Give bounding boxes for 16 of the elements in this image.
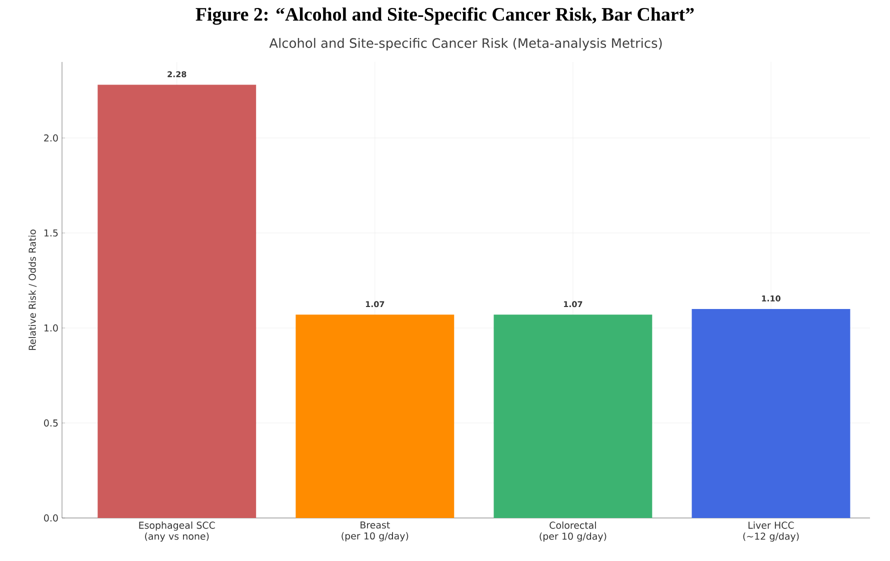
x-tick-label: Breast (per 10 g/day) bbox=[342, 521, 408, 542]
bar bbox=[296, 314, 454, 518]
y-tick-label: 1.5 bbox=[44, 229, 58, 237]
chart-subtitle: Alcohol and Site-specific Cancer Risk (Meta-analysis Metrics) bbox=[269, 38, 662, 50]
y-axis-title: Relative Risk / Odds Ratio bbox=[28, 230, 37, 350]
y-tick-label: 2.0 bbox=[44, 134, 58, 142]
bar bbox=[494, 314, 652, 518]
y-tick-label: 0.5 bbox=[44, 419, 58, 427]
y-tick-label: 1.0 bbox=[44, 324, 58, 332]
x-tick-label: Liver HCC (~12 g/day) bbox=[743, 522, 799, 542]
bar bbox=[692, 308, 850, 518]
x-tick-label: Colorectal (per 10 g/day) bbox=[540, 522, 606, 542]
x-tick-label: Esophageal SCC (any vs none) bbox=[139, 522, 215, 542]
bar bbox=[98, 84, 256, 518]
chart-title: Figure 2: “Alcohol and Site-Specific Cancer Risk, Bar Chart” bbox=[196, 7, 694, 25]
y-tick-label: 0.0 bbox=[44, 514, 58, 522]
